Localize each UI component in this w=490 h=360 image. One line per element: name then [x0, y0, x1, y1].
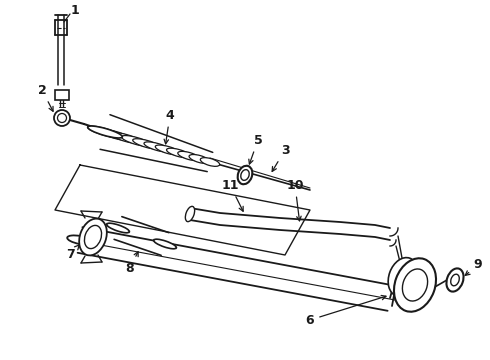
Ellipse shape — [67, 235, 93, 244]
Ellipse shape — [153, 239, 176, 249]
Ellipse shape — [155, 145, 181, 155]
Ellipse shape — [178, 151, 200, 161]
Ellipse shape — [200, 158, 220, 166]
Ellipse shape — [394, 258, 436, 312]
Text: 1: 1 — [71, 4, 79, 17]
Text: 10: 10 — [286, 179, 304, 221]
Ellipse shape — [107, 223, 129, 233]
Ellipse shape — [189, 154, 210, 163]
Ellipse shape — [451, 274, 459, 286]
Ellipse shape — [446, 269, 464, 292]
Text: 8: 8 — [126, 252, 138, 275]
Ellipse shape — [122, 136, 151, 147]
Text: 3: 3 — [272, 144, 289, 171]
Ellipse shape — [88, 126, 122, 138]
Ellipse shape — [99, 129, 132, 141]
Text: 7: 7 — [66, 245, 79, 261]
Bar — [55, 90, 69, 100]
Text: 2: 2 — [38, 84, 53, 111]
Ellipse shape — [144, 142, 171, 152]
Ellipse shape — [185, 206, 195, 222]
Ellipse shape — [133, 139, 161, 149]
Ellipse shape — [402, 269, 428, 301]
Text: 11: 11 — [221, 179, 243, 211]
Ellipse shape — [88, 126, 122, 138]
Ellipse shape — [388, 258, 418, 296]
Ellipse shape — [57, 113, 67, 122]
Ellipse shape — [167, 148, 191, 158]
Ellipse shape — [110, 132, 142, 144]
Text: 5: 5 — [249, 134, 262, 164]
Text: 9: 9 — [465, 258, 482, 275]
Text: 4: 4 — [164, 108, 174, 144]
Ellipse shape — [241, 170, 249, 180]
Text: 6: 6 — [306, 296, 386, 327]
Ellipse shape — [54, 110, 70, 126]
Ellipse shape — [84, 225, 101, 249]
Ellipse shape — [79, 219, 107, 255]
Ellipse shape — [238, 166, 252, 184]
